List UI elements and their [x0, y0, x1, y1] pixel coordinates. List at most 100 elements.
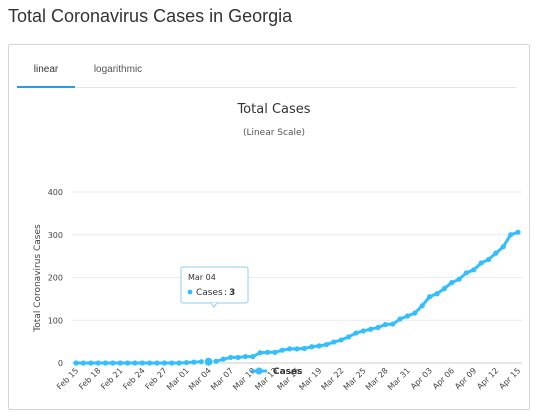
data-point[interactable]	[508, 232, 514, 238]
y-tick-label: 400	[48, 188, 63, 197]
data-point[interactable]	[382, 321, 388, 328]
data-point[interactable]	[397, 316, 403, 322]
tooltip-value: 3	[229, 288, 235, 298]
data-point[interactable]	[427, 294, 433, 300]
series-points	[73, 229, 521, 367]
data-point[interactable]	[73, 360, 79, 366]
page-title: Total Coronavirus Cases in Georgia	[8, 6, 293, 26]
x-tick-label: Apr 06	[431, 366, 456, 391]
x-tick-label: Mar 04	[187, 366, 213, 392]
data-point[interactable]	[203, 356, 214, 367]
data-point[interactable]	[463, 270, 470, 276]
chart-area: Total Cases (Linear Scale) Total Coronav…	[9, 85, 531, 410]
data-point[interactable]	[272, 349, 278, 355]
data-point[interactable]	[471, 267, 477, 273]
data-point[interactable]	[139, 360, 145, 366]
data-point[interactable]	[301, 345, 307, 352]
data-point[interactable]	[331, 339, 337, 345]
data-point[interactable]	[441, 286, 447, 292]
data-point[interactable]	[183, 359, 190, 366]
line-chart: Total Cases (Linear Scale) Total Coronav…	[33, 102, 522, 392]
chart-card: linear logarithmic Total Cases (Linear S…	[8, 44, 530, 410]
tab-logarithmic[interactable]: logarithmic	[93, 64, 143, 75]
y-axis-label: Total Coronavirus Cases	[33, 224, 43, 333]
tooltip-separator: :	[224, 288, 227, 298]
scale-tabs: linear logarithmic	[17, 59, 517, 88]
data-point[interactable]	[493, 250, 499, 256]
x-tick-label: Apr 15	[497, 366, 522, 391]
data-point[interactable]	[360, 328, 366, 334]
data-point[interactable]	[176, 360, 182, 366]
x-tick-label: Apr 03	[409, 366, 434, 391]
legend-label-cases[interactable]: Cases	[273, 367, 303, 377]
tooltip-date: Mar 04	[188, 273, 216, 282]
data-point[interactable]	[102, 360, 109, 366]
legend-marker-icon	[255, 367, 263, 375]
x-tick-label: Feb 24	[121, 366, 146, 391]
data-point[interactable]	[434, 291, 440, 297]
y-axis-ticks: 0 100 200 300 400	[48, 188, 63, 368]
data-point[interactable]	[220, 356, 226, 362]
data-point[interactable]	[228, 354, 234, 361]
x-tick-label: Mar 31	[386, 366, 412, 392]
x-tick-label: Apr 09	[453, 366, 478, 391]
data-point[interactable]	[316, 343, 322, 349]
data-point[interactable]	[368, 326, 374, 332]
data-point[interactable]	[419, 303, 425, 309]
x-tick-label: Apr 12	[475, 366, 500, 391]
data-point[interactable]	[242, 353, 249, 360]
data-point[interactable]	[279, 347, 285, 353]
data-point[interactable]	[147, 360, 153, 366]
data-point[interactable]	[375, 324, 381, 331]
x-tick-label: Mar 01	[165, 366, 191, 392]
legend[interactable]: Cases	[251, 367, 303, 377]
data-point[interactable]	[412, 310, 418, 316]
tooltip: Mar 04 Cases : 3	[180, 266, 249, 308]
data-point[interactable]	[88, 360, 94, 366]
data-point[interactable]	[485, 256, 492, 263]
tab-linear[interactable]: linear	[17, 59, 75, 88]
data-point[interactable]	[390, 321, 396, 327]
data-point[interactable]	[110, 360, 116, 366]
data-point[interactable]	[80, 360, 86, 366]
data-point[interactable]	[161, 360, 167, 366]
data-point[interactable]	[264, 349, 271, 355]
x-tick-label: Mar 22	[320, 366, 346, 392]
data-point[interactable]	[353, 330, 359, 336]
data-point[interactable]	[198, 359, 204, 365]
data-point[interactable]	[294, 346, 300, 352]
data-point[interactable]	[124, 360, 131, 366]
data-point[interactable]	[338, 337, 344, 343]
data-point[interactable]	[309, 344, 315, 350]
data-point[interactable]	[154, 360, 160, 366]
data-point[interactable]	[235, 354, 241, 361]
data-point[interactable]	[257, 350, 263, 356]
y-tick-label: 200	[48, 274, 63, 283]
y-tick-label: 100	[48, 316, 63, 325]
x-tick-label: Feb 18	[77, 366, 102, 391]
data-point[interactable]	[191, 359, 197, 365]
data-point[interactable]	[456, 276, 462, 282]
data-point[interactable]	[500, 244, 506, 250]
data-point[interactable]	[213, 358, 219, 364]
data-point[interactable]	[478, 260, 484, 266]
x-tick-label: Mar 07	[209, 366, 235, 392]
data-point[interactable]	[287, 346, 293, 352]
data-point[interactable]	[449, 280, 455, 286]
x-tick-label: Mar 25	[342, 366, 368, 392]
data-point[interactable]	[515, 229, 521, 235]
data-point[interactable]	[132, 360, 138, 366]
data-point[interactable]	[117, 360, 123, 366]
data-point[interactable]	[169, 360, 175, 366]
data-point[interactable]	[345, 334, 352, 340]
data-point[interactable]	[404, 313, 411, 319]
data-point[interactable]	[95, 360, 101, 366]
data-point[interactable]	[323, 342, 330, 348]
x-tick-label: Mar 28	[364, 366, 390, 392]
y-tick-label: 0	[58, 359, 63, 368]
tooltip-marker	[187, 289, 193, 295]
chart-subtitle: (Linear Scale)	[243, 128, 305, 138]
x-tick-label: Feb 21	[99, 366, 124, 391]
data-point[interactable]	[250, 353, 256, 360]
x-tick-label: Feb 15	[55, 366, 80, 391]
